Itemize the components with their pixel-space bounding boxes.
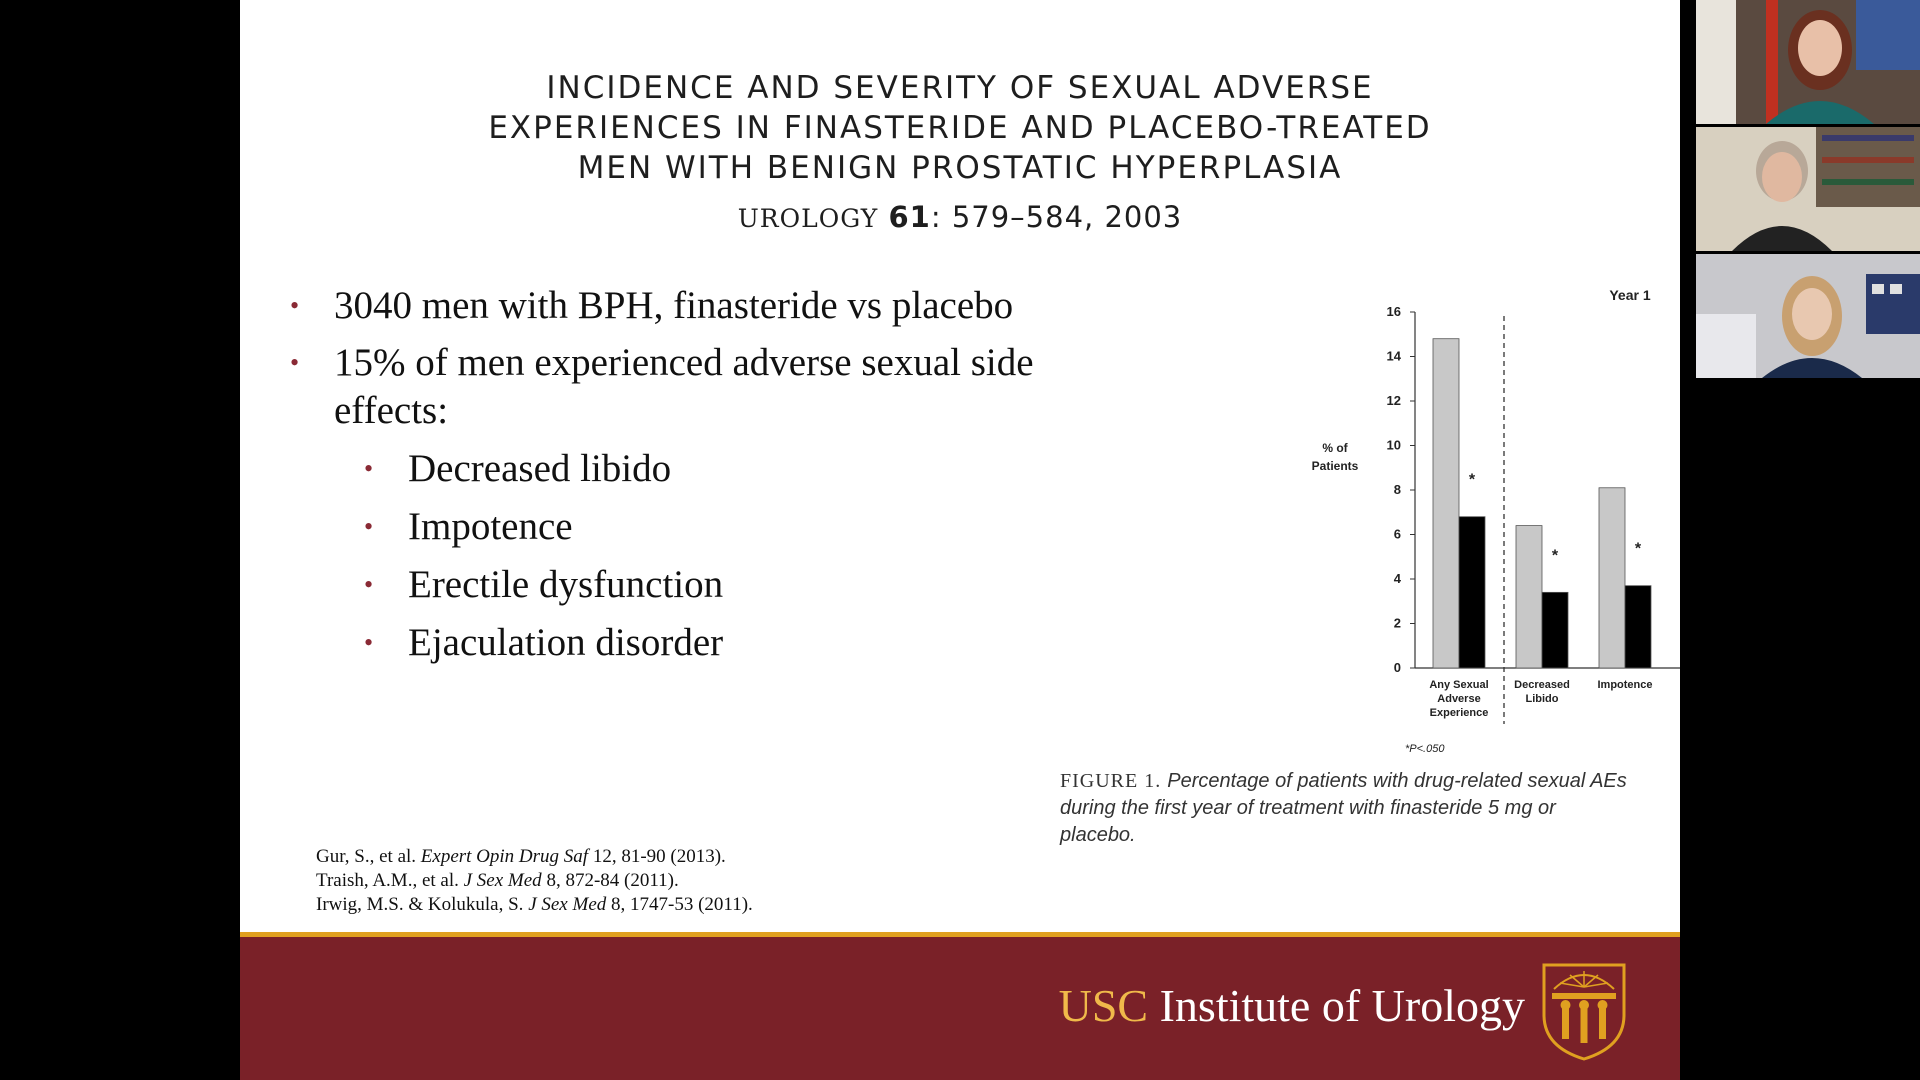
bar-chart: Year 1 % of Patients 0 2 4 6 8 10 12 14 16 * Any Sexu… xyxy=(1312,287,1680,755)
participant-1-video xyxy=(1696,0,1920,124)
institute-name: Institute of Urology xyxy=(1159,980,1525,1031)
x-tick-label: Experience xyxy=(1430,707,1489,719)
reference-item: Irwig, M.S. & Kolukula, S. J Sex Med 8, … xyxy=(316,894,753,915)
sub-bullet-item: Impotence xyxy=(290,503,1090,551)
y-tick-label: 12 xyxy=(1387,393,1401,408)
participant-video-tile[interactable] xyxy=(1696,127,1920,251)
slide-title: INCIDENCE AND SEVERITY OF SEXUAL ADVERSE… xyxy=(240,68,1680,234)
participant-2-video xyxy=(1696,127,1920,251)
participant-video-tile[interactable] xyxy=(1696,0,1920,124)
significance-footnote: *P<.050 xyxy=(1405,743,1445,755)
bar-placebo-1 xyxy=(1541,591,1569,669)
citation-volume: 61 xyxy=(888,200,931,234)
reference-item: Traish, A.M., et al. J Sex Med 8, 872-84… xyxy=(316,870,679,891)
bullet-item: 15% of men experienced adverse sexual si… xyxy=(290,339,1090,435)
bullet-item: 3040 men with BPH, finasteride vs placeb… xyxy=(290,282,1090,330)
x-tick-label: Any Sexual xyxy=(1429,679,1488,691)
significance-marker: * xyxy=(1635,541,1642,558)
usc-wordmark: USC xyxy=(1058,980,1149,1031)
x-tick-label: Adverse xyxy=(1437,693,1480,705)
x-tick-label: Libido xyxy=(1526,693,1559,705)
sub-bullet-item: Decreased libido xyxy=(290,445,1090,493)
participant-video-tile[interactable] xyxy=(1696,254,1920,378)
bar-finasteride-1 xyxy=(1515,525,1543,669)
bar-placebo-0 xyxy=(1458,516,1486,669)
significance-marker: * xyxy=(1552,547,1559,564)
references: Gur, S., et al. Expert Opin Drug Saf 12,… xyxy=(316,845,753,917)
x-tick-label: Impotence xyxy=(1597,679,1652,691)
y-tick-label: 8 xyxy=(1394,482,1401,497)
y-tick-label: 2 xyxy=(1394,616,1401,631)
y-tick-label: 10 xyxy=(1387,438,1401,453)
usc-seal-icon xyxy=(1542,963,1626,1061)
y-axis-label: % of Patients xyxy=(1312,441,1359,473)
citation-pages: : 579–584, 2003 xyxy=(930,200,1183,234)
y-tick-label: 4 xyxy=(1394,571,1402,586)
bar-placebo-2 xyxy=(1624,585,1652,669)
journal-citation: UROLOGY 61: 579–584, 2003 xyxy=(240,200,1680,234)
participant-3-video xyxy=(1696,254,1920,378)
figure-caption: FIGURE 1. Percentage of patients with dru… xyxy=(1060,768,1630,849)
chart-title: Year 1 xyxy=(1609,287,1650,303)
y-tick-label: 16 xyxy=(1387,304,1401,319)
title-line-1: INCIDENCE AND SEVERITY OF SEXUAL ADVERSE xyxy=(546,70,1374,106)
presentation-slide: INCIDENCE AND SEVERITY OF SEXUAL ADVERSE… xyxy=(240,0,1680,1080)
significance-marker: * xyxy=(1469,472,1476,489)
footer-band: USC Institute of Urology xyxy=(240,932,1680,1080)
sub-bullet-item: Ejaculation disorder xyxy=(290,619,1090,667)
institute-wordmark: USC Institute of Urology xyxy=(1059,979,1525,1032)
y-tick-label: 6 xyxy=(1394,527,1401,542)
citation-journal: UROLOGY xyxy=(737,204,879,233)
sub-bullet-item: Erectile dysfunction xyxy=(290,561,1090,609)
video-participants-panel xyxy=(1696,0,1920,378)
bar-finasteride-0 xyxy=(1432,338,1460,669)
y-tick-label: 14 xyxy=(1387,349,1402,364)
title-line-2: EXPERIENCES IN FINASTERIDE AND PLACEBO-T… xyxy=(488,110,1432,146)
x-tick-label: Decreased xyxy=(1514,679,1570,691)
figure-caption-text: Percentage of patients with drug-related… xyxy=(1060,770,1627,846)
bar-finasteride-2 xyxy=(1598,487,1626,669)
y-tick-label: 0 xyxy=(1394,660,1401,675)
figure-label: FIGURE 1. xyxy=(1060,770,1162,792)
title-line-3: MEN WITH BENIGN PROSTATIC HYPERPLASIA xyxy=(577,150,1343,186)
reference-item: Gur, S., et al. Expert Opin Drug Saf 12,… xyxy=(316,846,726,867)
bullet-list: 3040 men with BPH, finasteride vs placeb… xyxy=(290,282,1090,667)
